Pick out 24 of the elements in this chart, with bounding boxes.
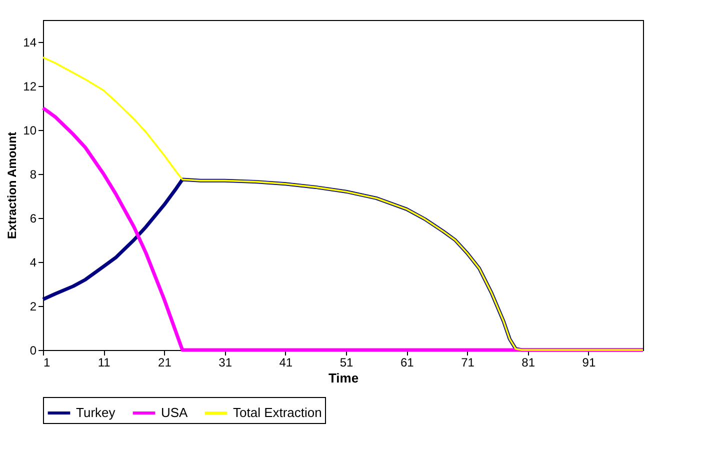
x-tick-label: 71 bbox=[461, 356, 475, 370]
y-axis-title: Extraction Amount bbox=[5, 132, 20, 239]
x-tick-label: 41 bbox=[279, 356, 293, 370]
y-tick-label: 10 bbox=[23, 124, 37, 138]
y-tick-label: 12 bbox=[23, 80, 37, 94]
x-tick-label: 11 bbox=[98, 356, 111, 370]
line-series bbox=[42, 56, 644, 351]
y-tick-label: 2 bbox=[30, 300, 37, 314]
legend-label: USA bbox=[161, 405, 188, 420]
y-tick-label: 4 bbox=[30, 256, 37, 270]
x-tick-label: 31 bbox=[218, 356, 232, 370]
y-tick-label: 8 bbox=[30, 168, 37, 182]
x-axis-title: Time bbox=[328, 370, 359, 386]
legend-label: Total Extraction bbox=[233, 405, 322, 420]
x-tick-label: 81 bbox=[522, 356, 536, 370]
x-tick-label: 51 bbox=[340, 356, 354, 370]
y-tick-label: 6 bbox=[30, 212, 37, 226]
y-tick-label: 0 bbox=[30, 344, 37, 358]
x-tick-label: 1 bbox=[44, 356, 50, 370]
x-tick-label: 91 bbox=[582, 356, 596, 370]
y-tick-label: 14 bbox=[23, 36, 37, 50]
x-tick-label: 61 bbox=[400, 356, 414, 370]
legend-label: Turkey bbox=[76, 405, 116, 420]
x-tick-label: 21 bbox=[158, 356, 172, 370]
